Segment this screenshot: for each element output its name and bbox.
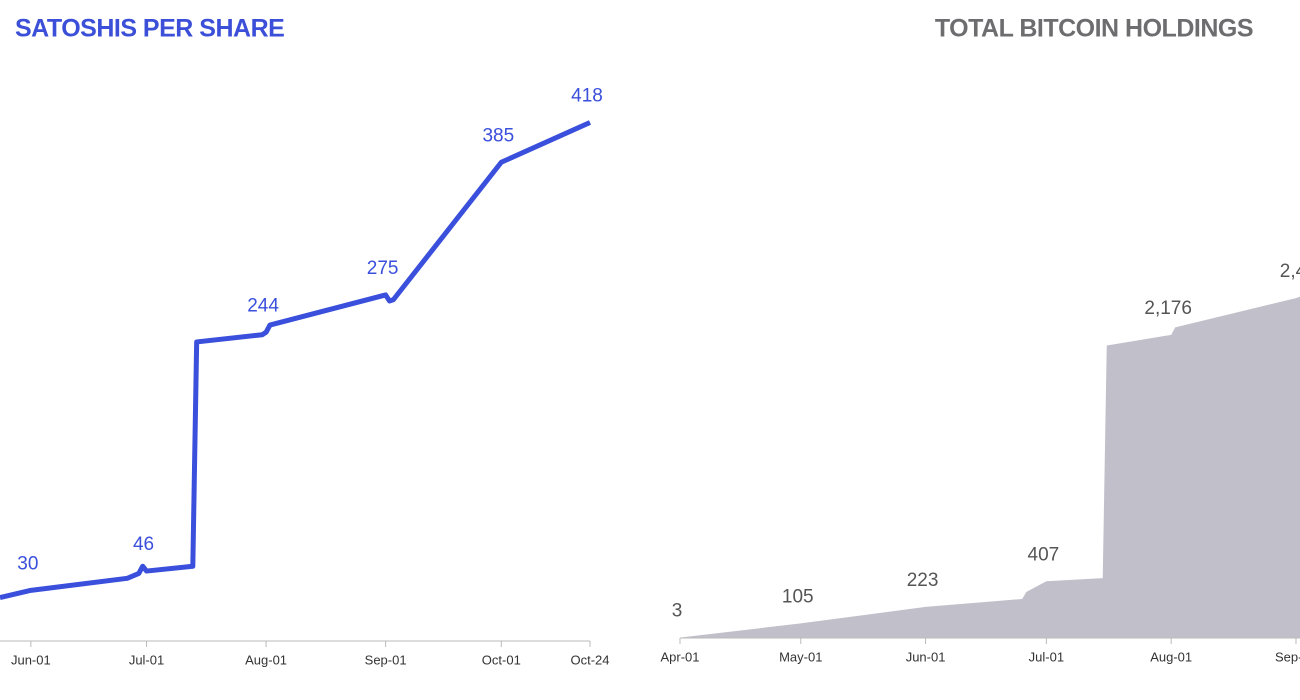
data-label: 385 xyxy=(482,125,514,146)
chart-title: SATOSHIS PER SHARE xyxy=(15,15,284,43)
x-tick-label: Aug-01 xyxy=(245,652,287,667)
data-label: 418 xyxy=(571,85,603,106)
x-tick-label: Jun-01 xyxy=(906,649,946,664)
data-label: 30 xyxy=(17,553,38,574)
x-tick-label: Sep-01 xyxy=(1275,649,1300,664)
area xyxy=(680,296,1300,638)
data-label: 407 xyxy=(1028,544,1060,565)
data-label: 244 xyxy=(247,295,279,316)
x-tick-label: Aug-01 xyxy=(1150,649,1192,664)
x-tick-label: Oct-01 xyxy=(482,652,521,667)
data-label: 105 xyxy=(782,586,814,607)
x-tick-label: Jun-01 xyxy=(11,652,51,667)
line xyxy=(0,120,592,601)
data-label: 3 xyxy=(672,601,683,622)
data-label: 2,176 xyxy=(1144,298,1192,319)
data-label: 223 xyxy=(907,570,939,591)
x-tick-label: Sep-01 xyxy=(365,652,407,667)
x-tick-label: Apr-01 xyxy=(660,649,699,664)
chart-title: TOTAL BITCOIN HOLDINGS xyxy=(935,15,1253,43)
data-label: 2,4 xyxy=(1280,261,1300,282)
x-tick-label: Jul-01 xyxy=(129,652,164,667)
x-tick-label: Jul-01 xyxy=(1029,649,1064,664)
x-tick-label: May-01 xyxy=(779,649,822,664)
x-tick-label: Oct-24 xyxy=(570,652,609,667)
data-label: 46 xyxy=(133,534,154,555)
data-label: 275 xyxy=(367,258,399,279)
